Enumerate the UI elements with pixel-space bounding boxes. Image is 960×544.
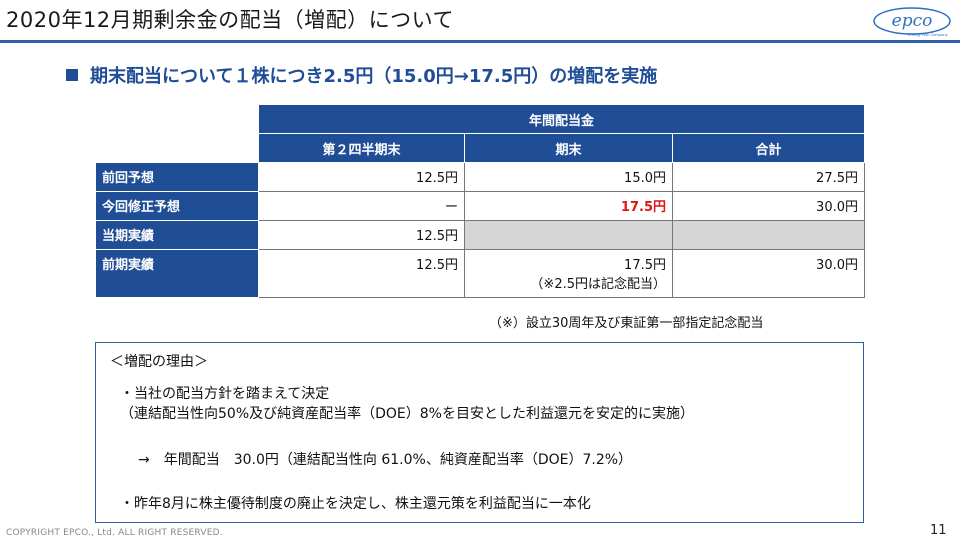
table-row: 当期実績 12.5円 xyxy=(95,220,865,250)
column-header-yearend: 期末 xyxy=(464,133,673,163)
cell-yearend-highlight: 17.5円 xyxy=(464,191,673,221)
table-corner xyxy=(96,105,259,134)
title-divider xyxy=(0,40,960,43)
copyright: COPYRIGHT EPCO., Ltd. ALL RIGHT RESERVED… xyxy=(6,528,223,538)
cell-yearend-empty xyxy=(464,220,673,250)
table-row: 前期実績 12.5円 17.5円 （※2.5円は記念配当） 30.0円 xyxy=(95,249,865,298)
row-label: 当期実績 xyxy=(95,220,259,250)
logo-subtext: Energy Plan Company xyxy=(908,33,948,37)
reason-box: ＜増配の理由＞ ・当社の配当方針を踏まえて決定 （連結配当性向50%及び純資産配… xyxy=(95,342,864,523)
cell-total-empty xyxy=(672,220,865,250)
logo-text: epco xyxy=(892,11,933,31)
cell-q2: 12.5円 xyxy=(258,249,465,298)
table-group-header: 年間配当金 xyxy=(258,104,865,134)
epco-logo: epco Energy Plan Company xyxy=(873,7,951,37)
column-header-total: 合計 xyxy=(672,133,865,163)
headline-text: 期末配当について１株につき2.5円（15.0円→17.5円）の増配を実施 xyxy=(90,66,658,87)
row-label: 前期実績 xyxy=(95,249,259,298)
cell-yearend-value: 17.5円 xyxy=(624,258,666,273)
cell-yearend: 15.0円 xyxy=(464,162,673,192)
table-footnote: （※）設立30周年及び東証第一部指定記念配当 xyxy=(489,316,764,331)
cell-total: 30.0円 xyxy=(672,249,865,298)
cell-total: 27.5円 xyxy=(672,162,865,192)
reason-arrow-line: → 年間配当 30.0円（連結配当性向 61.0%、純資産配当率（DOE）7.2… xyxy=(138,452,633,468)
row-label: 今回修正予想 xyxy=(95,191,259,221)
table-row: 前回予想 12.5円 15.0円 27.5円 xyxy=(95,162,865,192)
reason-heading: ＜増配の理由＞ xyxy=(110,354,208,370)
cell-q2: 12.5円 xyxy=(258,162,465,192)
headline: 期末配当について１株につき2.5円（15.0円→17.5円）の増配を実施 xyxy=(66,62,657,88)
column-header-q2: 第２四半期末 xyxy=(258,133,465,163)
table-corner xyxy=(96,134,259,163)
cell-q2: ー xyxy=(258,191,465,221)
row-label: 前回予想 xyxy=(95,162,259,192)
cell-yearend: 17.5円 （※2.5円は記念配当） xyxy=(464,249,673,298)
commemorative-note: （※2.5円は記念配当） xyxy=(530,277,666,292)
reason-bullet-2: ・昨年8月に株主優待制度の廃止を決定し、株主還元策を利益配当に一本化 xyxy=(120,496,591,512)
cell-q2: 12.5円 xyxy=(258,220,465,250)
table-row: 今回修正予想 ー 17.5円 30.0円 xyxy=(95,191,865,221)
reason-bullet-1-detail: （連結配当性向50%及び純資産配当率（DOE）8%を目安とした利益還元を安定的に… xyxy=(120,406,694,422)
reason-bullet-1: ・当社の配当方針を踏まえて決定 xyxy=(120,386,330,402)
page-title: 2020年12月期剰余金の配当（増配）について xyxy=(6,8,455,32)
dividend-table: 年間配当金 第２四半期末 期末 合計 前回予想 12.5円 15.0円 27.5… xyxy=(95,104,865,298)
page-number: 11 xyxy=(930,523,947,538)
bullet-square-icon xyxy=(66,69,78,81)
cell-total: 30.0円 xyxy=(672,191,865,221)
